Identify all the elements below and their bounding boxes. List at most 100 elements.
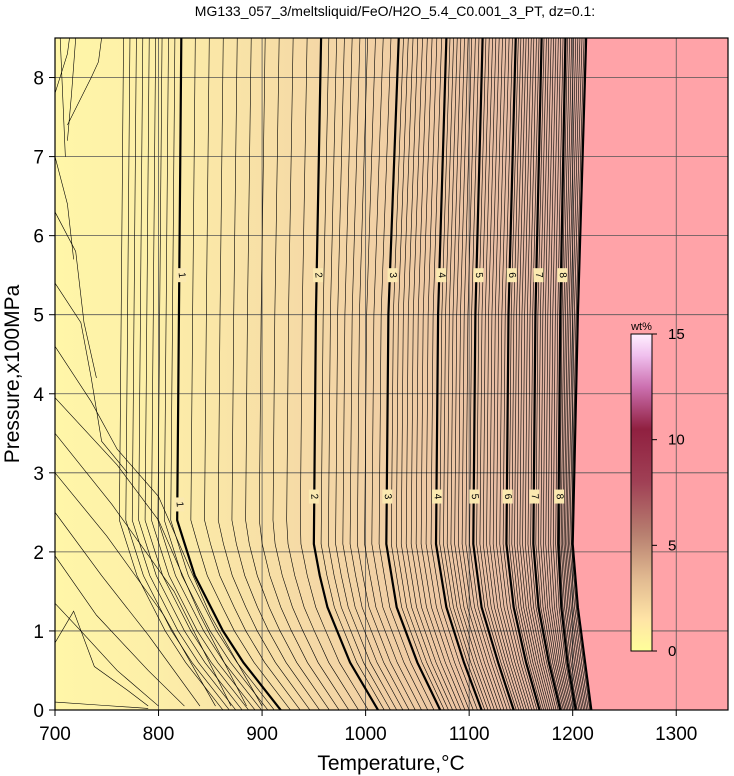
- contour-line-low: [67, 38, 77, 141]
- contour-line-low: [59, 38, 66, 157]
- contour-line-minor: [552, 38, 573, 710]
- contour-line-minor: [328, 38, 391, 710]
- contour-label: 5: [469, 493, 480, 500]
- contour-line-minor: [465, 38, 508, 710]
- x-tick-label: 1000: [344, 724, 386, 745]
- x-tick-label: 1200: [552, 724, 594, 745]
- colorbar-tick-label: 15: [668, 326, 685, 343]
- contour-line-minor: [530, 38, 559, 710]
- y-tick-label: 6: [33, 227, 44, 248]
- contour-line-minor: [164, 38, 269, 710]
- contour-line-minor: [508, 38, 542, 710]
- contour-line-minor: [570, 38, 591, 710]
- contour-label: 1: [176, 272, 187, 279]
- y-tick-label: 3: [33, 464, 44, 485]
- data-region-fill: [55, 38, 592, 710]
- contour-line-minor: [492, 38, 530, 710]
- colorbar-tick-label: 0: [668, 643, 676, 660]
- contour-line-minor: [569, 38, 589, 710]
- contour-line-minor: [144, 38, 249, 710]
- contour-label: 4: [435, 272, 446, 279]
- contour-line-minor: [170, 38, 275, 710]
- contour-line-low: [55, 610, 149, 707]
- contour-line-minor: [535, 38, 563, 710]
- contour-line-minor: [563, 38, 583, 710]
- contour-line-minor: [502, 38, 538, 710]
- contour-line-minor: [559, 38, 578, 710]
- contour-line-minor: [469, 38, 511, 710]
- contour-line-minor: [446, 38, 492, 710]
- contour-line-low: [67, 38, 102, 126]
- contour-line-low: [55, 555, 185, 707]
- contour-label-bg: [557, 268, 568, 283]
- contour-line-low: [55, 472, 216, 707]
- contour-line-minor: [430, 38, 478, 710]
- contour-line-low: [55, 512, 201, 707]
- contour-line-minor: [540, 38, 566, 710]
- contour-line-low: [55, 603, 159, 707]
- contour-line-major: [434, 38, 483, 710]
- contour-line-minor: [538, 38, 564, 710]
- contour-label-bg: [436, 268, 447, 283]
- contour-line-minor: [400, 38, 453, 710]
- contour-label: 4: [431, 493, 442, 500]
- contour-line-minor: [415, 38, 466, 710]
- contour-label-bg: [432, 489, 443, 504]
- contour-line-minor: [566, 38, 586, 710]
- chart-title: MG133_057_3/meltsliquid/FeO/H2O_5.4_C0.0…: [195, 3, 595, 19]
- x-tick-label: 900: [246, 724, 278, 745]
- contour-label: 5: [473, 272, 484, 279]
- contour-line-minor: [245, 38, 330, 710]
- x-axis-ticks: 700 800 900 1000 1100 1200 1300: [39, 710, 697, 745]
- grid-lines: [55, 38, 728, 710]
- contour-line-minor: [286, 38, 359, 710]
- contour-line-minor: [499, 38, 535, 710]
- contour-label-bg: [382, 489, 393, 504]
- contour-line-low: [55, 701, 149, 709]
- contour-line-minor: [420, 38, 470, 710]
- contour-line-major: [385, 38, 442, 710]
- contour-line-minor: [204, 38, 301, 710]
- contour-line-minor: [486, 38, 525, 710]
- plot-frame: [54, 37, 729, 711]
- contour-line-minor: [562, 38, 581, 710]
- y-tick-label: 2: [33, 543, 44, 564]
- y-tick-label: 0: [33, 701, 44, 722]
- contour-line-minor: [568, 38, 587, 710]
- contour-line-minor: [550, 38, 572, 710]
- contour-line-minor: [371, 38, 429, 710]
- contour-line-low: [55, 346, 263, 707]
- contour-label: 7: [529, 493, 540, 500]
- contour-label: 1: [174, 501, 185, 508]
- contour-line-major: [532, 38, 562, 710]
- contour-line-minor: [119, 38, 224, 710]
- contour-line-minor: [476, 38, 517, 710]
- contour-line-minor: [349, 38, 410, 710]
- low-contour-lines: [55, 38, 263, 709]
- contour-line-minor: [425, 38, 474, 710]
- contour-label-bg: [533, 268, 544, 283]
- minor-contour-lines: [119, 38, 591, 710]
- contour-line-minor: [479, 38, 520, 710]
- contour-label: 8: [557, 272, 568, 279]
- contour-line-minor: [519, 38, 551, 710]
- contour-line-minor: [342, 38, 404, 710]
- contour-line-minor: [560, 38, 580, 710]
- x-tick-label: 700: [39, 724, 71, 745]
- contour-line-minor: [231, 38, 320, 710]
- contour-label: 6: [502, 493, 513, 500]
- contour-label: 2: [308, 493, 319, 500]
- contour-line-minor: [542, 38, 567, 710]
- contour-line-minor: [272, 38, 350, 710]
- contour-line-minor: [131, 38, 237, 710]
- contour-label-bg: [473, 268, 484, 283]
- contour-line-low: [55, 211, 97, 379]
- x-tick-label: 800: [143, 724, 175, 745]
- contour-line-minor: [357, 38, 416, 710]
- x-tick-label: 1100: [449, 724, 490, 745]
- contour-label-bg: [308, 489, 319, 504]
- y-tick-label: 5: [33, 306, 44, 327]
- contour-line-minor: [157, 38, 262, 710]
- colorbar-gradient: [630, 333, 653, 652]
